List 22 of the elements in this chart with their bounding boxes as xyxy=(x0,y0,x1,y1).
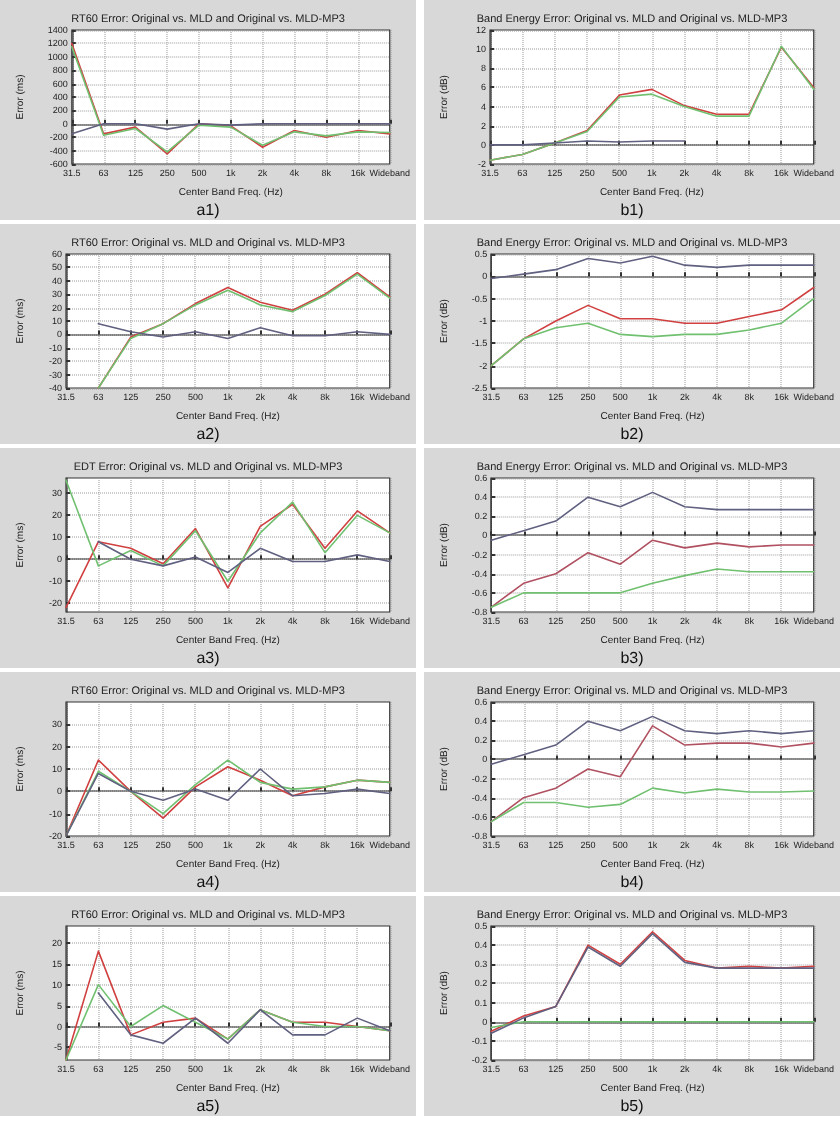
text: a2) xyxy=(196,425,221,443)
text: b2) xyxy=(620,425,645,443)
line-series xyxy=(490,568,815,609)
line-series xyxy=(65,479,391,583)
text: a4) xyxy=(196,873,221,891)
line-series xyxy=(490,491,815,542)
text: a3) xyxy=(196,649,221,667)
line-series xyxy=(65,503,391,609)
text: a5) xyxy=(196,1097,221,1115)
line-series xyxy=(490,725,815,823)
text: a1) xyxy=(196,201,221,219)
text: b5) xyxy=(620,1097,645,1115)
text: b4) xyxy=(620,873,645,891)
line-series xyxy=(97,540,391,574)
line-series xyxy=(490,787,815,823)
text: b1) xyxy=(620,201,645,219)
line-series xyxy=(490,539,815,609)
line-series xyxy=(97,992,391,1045)
line-series xyxy=(490,715,815,766)
line-series xyxy=(97,322,391,340)
line-series xyxy=(65,983,391,1061)
text: b3) xyxy=(620,649,645,667)
